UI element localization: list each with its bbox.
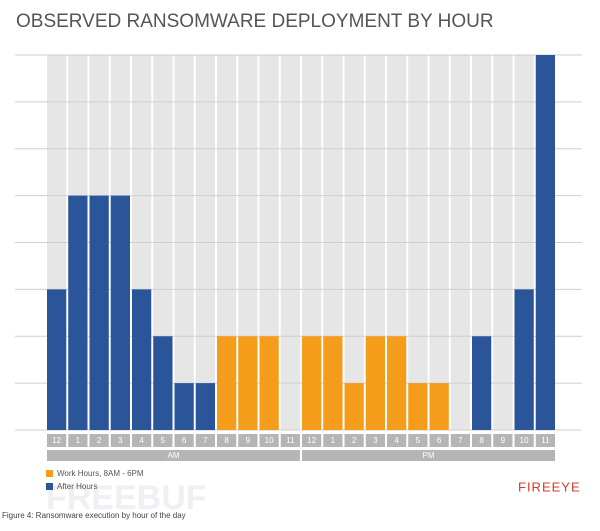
x-tick-box xyxy=(174,434,194,447)
bar xyxy=(408,383,428,430)
bar xyxy=(535,55,555,430)
bar xyxy=(472,336,492,430)
x-tick-label: 2 xyxy=(352,436,357,445)
bar xyxy=(153,336,173,430)
group-box xyxy=(302,450,555,461)
legend-label: Work Hours, 8AM - 6PM xyxy=(57,469,144,478)
x-tick-label: 3 xyxy=(118,436,123,445)
x-tick-box xyxy=(259,434,279,447)
x-tick-box xyxy=(450,434,470,447)
bar xyxy=(344,383,364,430)
x-tick-label: 5 xyxy=(161,436,166,445)
group-label: AM xyxy=(168,451,180,460)
group-box xyxy=(47,450,300,461)
x-tick-label: 2 xyxy=(97,436,102,445)
bar xyxy=(195,383,215,430)
group-label: PM xyxy=(423,451,435,460)
bar xyxy=(47,289,67,430)
logo: FIREEYE xyxy=(518,479,581,494)
x-tick-label: 10 xyxy=(520,436,529,445)
x-tick-label: 9 xyxy=(501,436,506,445)
x-tick-label: 12 xyxy=(52,436,61,445)
x-tick-label: 1 xyxy=(331,436,336,445)
bar xyxy=(429,383,449,430)
legend-swatch xyxy=(46,470,53,477)
x-tick-box xyxy=(302,434,322,447)
x-tick-label: 11 xyxy=(286,436,295,445)
x-tick-box xyxy=(514,434,534,447)
chart-title: OBSERVED RANSOMWARE DEPLOYMENT BY HOUR xyxy=(16,11,494,32)
bar xyxy=(110,195,130,430)
bar xyxy=(302,336,322,430)
x-tick-box xyxy=(472,434,492,447)
x-tick-box xyxy=(535,434,555,447)
x-tick-label: 8 xyxy=(224,436,229,445)
bar xyxy=(89,195,109,430)
bar xyxy=(217,336,237,430)
bar xyxy=(514,289,534,430)
bar xyxy=(68,195,88,430)
bar xyxy=(238,336,258,430)
x-tick-label: 7 xyxy=(458,436,463,445)
x-tick-box xyxy=(238,434,258,447)
x-tick-box xyxy=(493,434,513,447)
x-tick-label: 6 xyxy=(437,436,442,445)
x-tick-box xyxy=(217,434,237,447)
x-tick-box xyxy=(387,434,407,447)
x-tick-label: 7 xyxy=(203,436,208,445)
x-tick-box xyxy=(68,434,88,447)
x-tick-box xyxy=(110,434,130,447)
x-tick-label: 12 xyxy=(307,436,316,445)
x-tick-box xyxy=(195,434,215,447)
bar xyxy=(323,336,343,430)
x-tick-box xyxy=(429,434,449,447)
x-tick-box xyxy=(344,434,364,447)
x-tick-label: 6 xyxy=(182,436,187,445)
x-tick-box xyxy=(408,434,428,447)
bar xyxy=(132,289,152,430)
x-tick-label: 10 xyxy=(265,436,274,445)
x-tick-label: 3 xyxy=(373,436,378,445)
x-tick-label: 4 xyxy=(394,436,399,445)
x-tick-label: 1 xyxy=(76,436,81,445)
x-tick-box xyxy=(153,434,173,447)
x-tick-box xyxy=(132,434,152,447)
x-tick-label: 8 xyxy=(479,436,484,445)
bar xyxy=(387,336,407,430)
x-tick-box xyxy=(47,434,67,447)
legend-label: After Hours xyxy=(57,482,97,491)
bar xyxy=(259,336,279,430)
x-tick-label: 4 xyxy=(139,436,144,445)
x-tick-box xyxy=(365,434,385,447)
x-tick-box xyxy=(323,434,343,447)
bar xyxy=(365,336,385,430)
watermark: FREEBUF xyxy=(46,479,207,517)
x-tick-label: 5 xyxy=(416,436,421,445)
x-tick-box xyxy=(280,434,300,447)
x-tick-box xyxy=(89,434,109,447)
caption: Figure 4: Ransomware execution by hour o… xyxy=(2,511,186,520)
bar xyxy=(174,383,194,430)
legend-swatch xyxy=(46,483,53,490)
x-tick-label: 9 xyxy=(246,436,251,445)
x-tick-label: 11 xyxy=(541,436,550,445)
